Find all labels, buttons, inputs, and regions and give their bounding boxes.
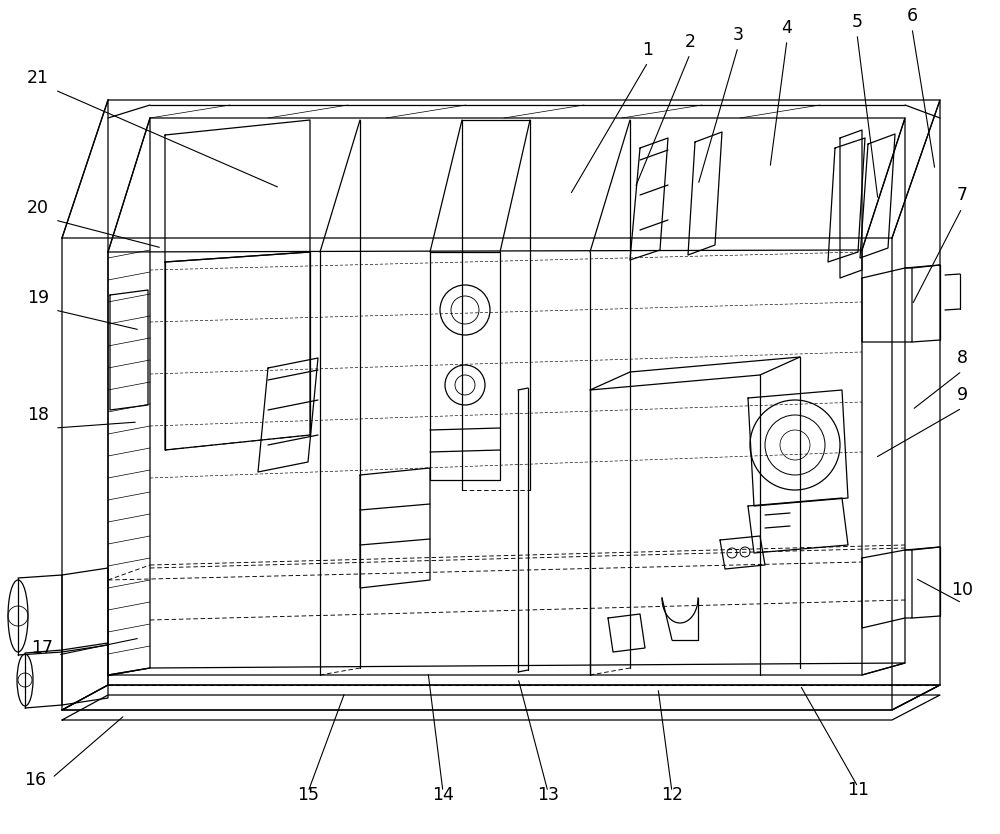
- Text: 11: 11: [847, 781, 869, 799]
- Text: 8: 8: [956, 349, 968, 367]
- Text: 20: 20: [27, 199, 49, 217]
- Text: 1: 1: [642, 41, 654, 59]
- Text: 18: 18: [27, 406, 49, 424]
- Text: 15: 15: [297, 786, 319, 804]
- Text: 3: 3: [732, 26, 744, 44]
- Text: 6: 6: [906, 7, 918, 25]
- Text: 19: 19: [27, 289, 49, 307]
- Text: 12: 12: [661, 786, 683, 804]
- Text: 4: 4: [782, 19, 792, 37]
- Text: 5: 5: [852, 13, 862, 31]
- Text: 10: 10: [951, 581, 973, 599]
- Text: 14: 14: [432, 786, 454, 804]
- Text: 17: 17: [31, 639, 53, 657]
- Text: 9: 9: [956, 386, 968, 404]
- Text: 2: 2: [684, 33, 696, 51]
- Text: 7: 7: [956, 186, 968, 204]
- Text: 16: 16: [24, 771, 46, 789]
- Text: 13: 13: [537, 786, 559, 804]
- Text: 21: 21: [27, 69, 49, 87]
